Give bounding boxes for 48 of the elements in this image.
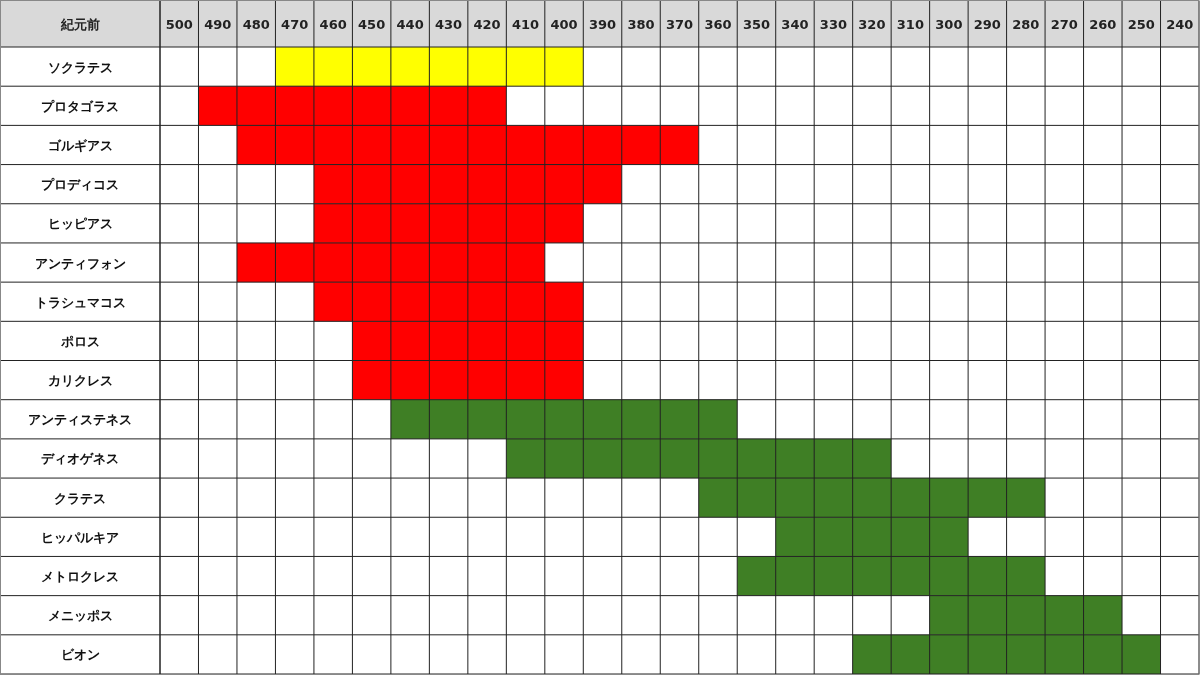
x-tick-label: 350 [742,17,771,32]
x-tick-label: 260 [1089,17,1117,32]
x-tick-label: 460 [319,17,347,32]
y-tick-label: クラテス [54,490,106,506]
y-tick-label: アンティフォン [34,255,126,271]
x-tick-label: 380 [627,17,655,32]
x-axis-title: 紀元前 [59,17,100,32]
y-tick-label: カリクレス [47,373,113,389]
x-tick-label: 320 [858,17,886,32]
y-tick-label: メニッポス [47,608,113,624]
y-tick-label: ポロス [59,333,100,349]
x-tick-label: 500 [165,17,193,32]
x-tick-label: 400 [550,17,578,32]
x-tick-label: 480 [242,17,270,32]
y-tick-label: ヒッパルキア [41,529,119,545]
x-tick-label: 360 [704,17,732,32]
y-tick-label: ソクラテス [47,59,113,75]
y-tick-label: アンティステネス [28,412,132,428]
x-tick-label: 270 [1050,17,1078,32]
x-tick-label: 330 [819,17,847,32]
y-tick-label: ビオン [60,647,100,663]
y-tick-label: メトロクレス [41,569,119,585]
x-tick-label: 410 [512,17,540,32]
x-tick-label: 290 [973,17,1001,32]
x-tick-label: 450 [358,17,386,32]
x-tick-label: 420 [473,17,501,32]
x-tick-label: 430 [435,17,463,32]
x-tick-label: 250 [1127,17,1155,32]
y-tick-label: プロディコス [41,177,119,193]
y-tick-label: トラシュマコス [34,294,126,310]
x-tick-label: 240 [1166,17,1194,32]
bar [506,438,892,479]
x-tick-label: 280 [1012,17,1040,32]
y-tick-label: ディオゲネス [41,451,119,467]
bar [275,47,584,87]
bar [236,242,545,283]
x-tick-label: 490 [204,17,232,32]
y-tick-label: プロタゴラス [41,98,119,114]
bar [390,399,738,439]
y-tick-label: ゴルギアス [47,137,113,153]
x-tick-label: 440 [396,17,424,32]
x-tick-label: 470 [281,17,309,32]
x-tick-label: 300 [935,17,963,32]
y-tick-label: ヒッピアス [47,216,113,232]
x-tick-label: 370 [665,17,694,32]
x-tick-label: 340 [781,17,809,32]
x-tick-label: 390 [588,17,617,32]
x-tick-label: 310 [896,17,924,32]
